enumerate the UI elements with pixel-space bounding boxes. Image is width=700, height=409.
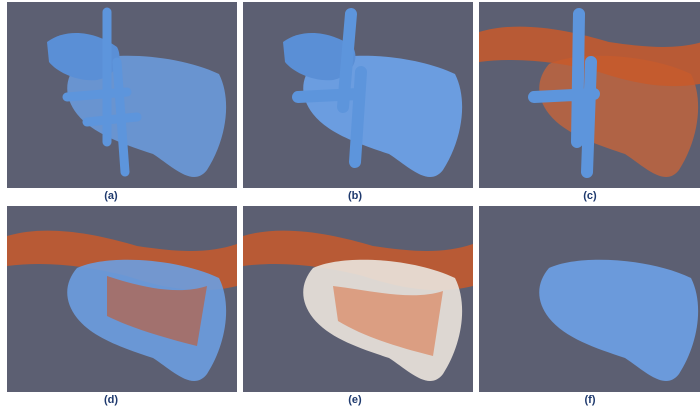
panel-f xyxy=(479,206,700,392)
caption: (a) xyxy=(104,190,118,202)
caption: (b) xyxy=(348,190,362,202)
caption: (c) xyxy=(583,190,597,202)
panel-b xyxy=(243,2,473,188)
caption: (d) xyxy=(104,394,118,406)
caption: (e) xyxy=(348,394,362,406)
figure: (a) (b) (c) (d) (e) (f) xyxy=(0,0,700,409)
panel-d xyxy=(7,206,237,392)
panel-c xyxy=(479,2,700,188)
panel-e xyxy=(243,206,473,392)
caption: (f) xyxy=(585,394,596,406)
panel-a xyxy=(7,2,237,188)
